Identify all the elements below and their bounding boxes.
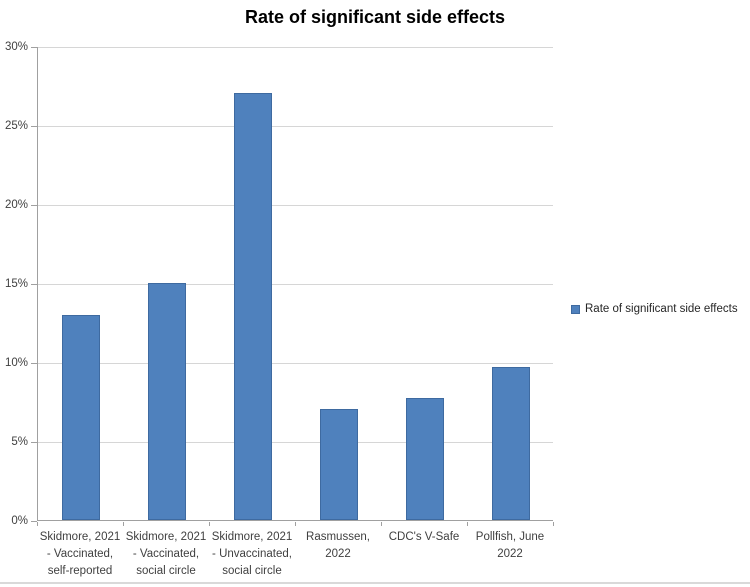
plot-area <box>37 47 553 521</box>
y-axis-tick <box>31 363 37 364</box>
legend: Rate of significant side effects <box>571 303 738 315</box>
y-axis-tick <box>31 442 37 443</box>
x-axis-category-label: Rasmussen, 2022 <box>306 531 370 560</box>
gridline <box>38 205 553 206</box>
x-axis-category-label: Skidmore, 2021 - Vaccinated, self-report… <box>39 531 121 577</box>
bar <box>148 283 186 520</box>
y-axis-tick-label: 25% <box>4 120 28 132</box>
chart-title: Rate of significant side effects <box>244 7 506 27</box>
y-axis-tick-label: 5% <box>11 436 28 448</box>
x-axis-tick <box>295 522 296 526</box>
x-axis-tick <box>467 522 468 526</box>
x-axis-tick <box>553 522 554 526</box>
x-axis-tick <box>381 522 382 526</box>
y-axis-tick <box>31 521 37 522</box>
bar <box>492 367 530 520</box>
x-axis-tick <box>123 522 124 526</box>
y-axis-tick-label: 20% <box>4 199 28 211</box>
x-axis-tick <box>37 522 38 526</box>
x-axis-category-label: Skidmore, 2021 - Unvaccinated, social ci… <box>211 531 293 577</box>
y-axis-tick-label: 15% <box>4 278 28 290</box>
gridline <box>38 284 553 285</box>
bottom-rule <box>0 582 750 584</box>
y-axis-tick <box>31 205 37 206</box>
legend-label: Rate of significant side effects <box>585 303 738 315</box>
bar <box>320 409 358 520</box>
x-axis-tick <box>209 522 210 526</box>
y-axis-tick <box>31 284 37 285</box>
y-axis-tick <box>31 126 37 127</box>
y-axis-tick-label: 10% <box>4 357 28 369</box>
x-axis-category-label: CDC's V-Safe <box>388 531 460 543</box>
y-axis-tick-label: 30% <box>4 41 28 53</box>
x-axis-category-label: Pollfish, June 2022 <box>475 531 545 560</box>
gridline <box>38 126 553 127</box>
legend-marker-icon <box>571 304 580 314</box>
bar <box>406 398 444 520</box>
bar <box>234 93 272 520</box>
x-axis-category-label: Skidmore, 2021 - Vaccinated, social circ… <box>125 531 207 577</box>
y-axis-tick-label: 0% <box>11 515 28 527</box>
bar <box>62 315 100 520</box>
gridline <box>38 363 553 364</box>
gridline <box>38 47 553 48</box>
gridline <box>38 442 553 443</box>
y-axis-tick <box>31 47 37 48</box>
